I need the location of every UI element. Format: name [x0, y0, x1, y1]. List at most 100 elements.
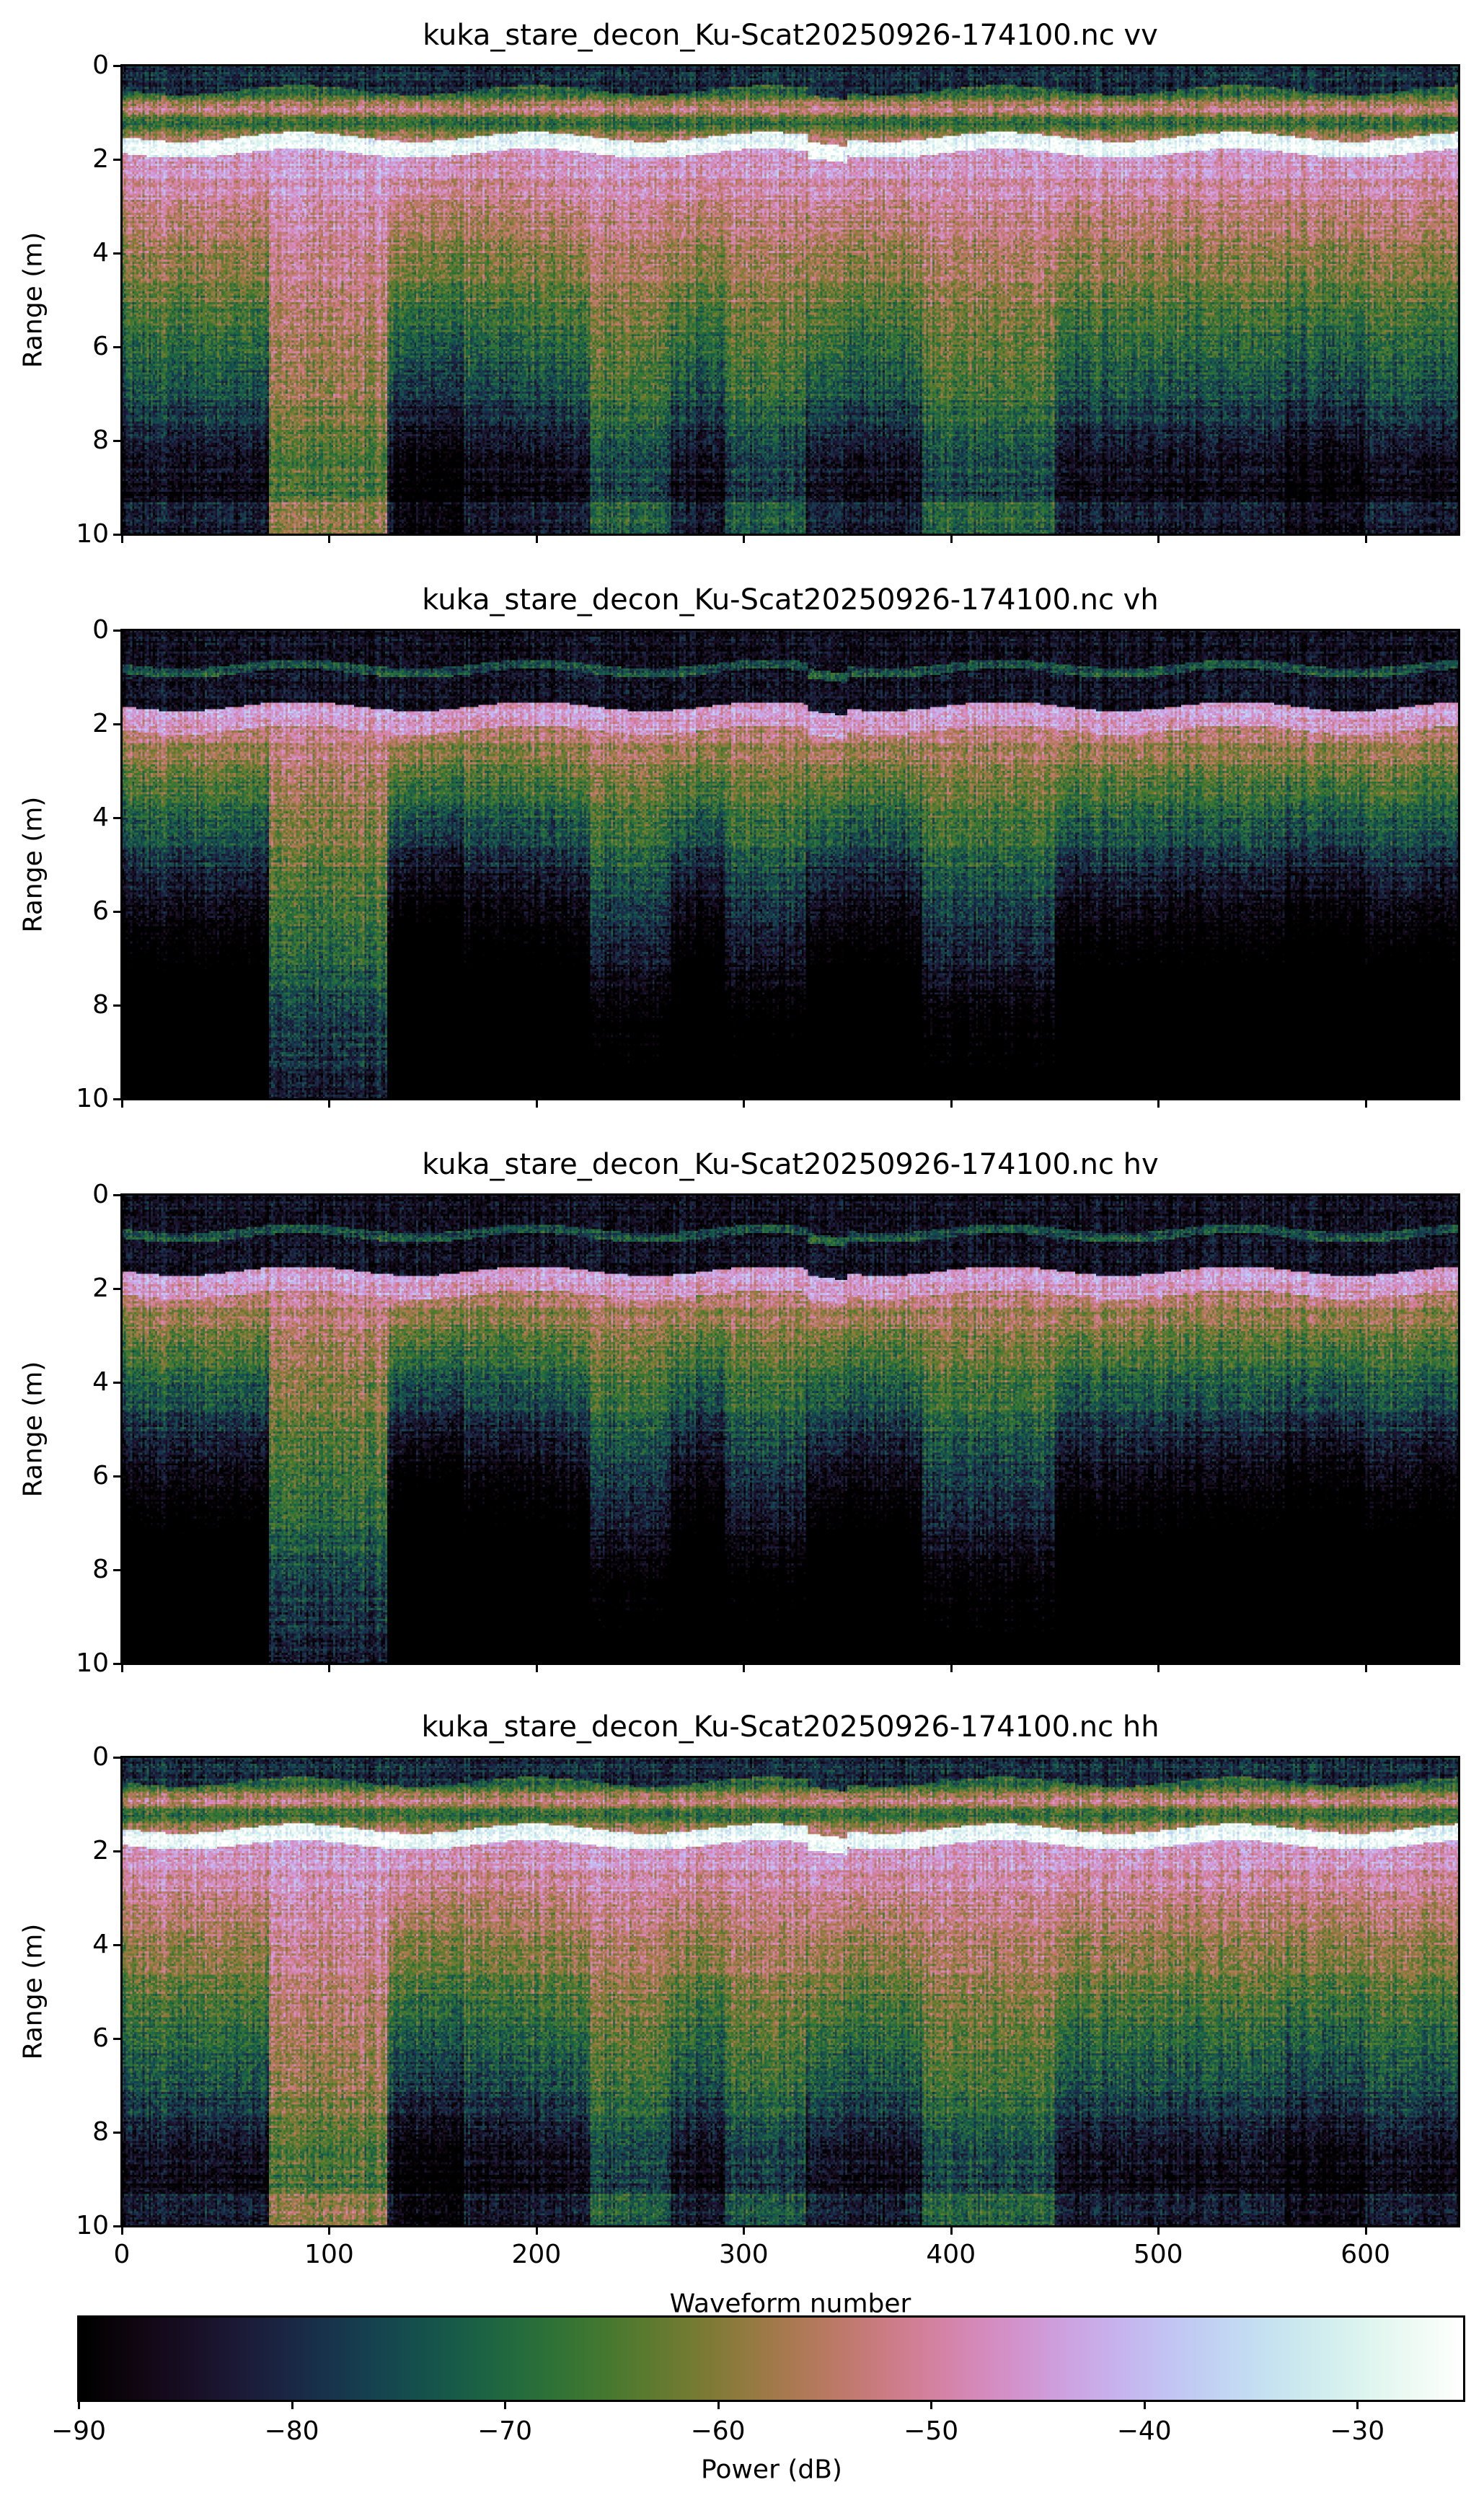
y-tick-label: 0 [92, 615, 109, 645]
x-tick [1157, 2226, 1160, 2235]
y-tick-label: 8 [92, 425, 109, 455]
y-tick-label: 10 [76, 2211, 109, 2240]
y-tick-label: 10 [76, 1648, 109, 1678]
colorbar-tick [1356, 2401, 1359, 2409]
x-axis-label: Waveform number [669, 2289, 911, 2319]
y-tick [113, 1663, 122, 1665]
y-tick [113, 1850, 122, 1852]
y-tick-label: 4 [92, 238, 109, 268]
y-tick [113, 534, 122, 536]
y-tick-label: 0 [92, 1742, 109, 1772]
y-tick [113, 1569, 122, 1571]
y-tick-label: 4 [92, 803, 109, 832]
colorbar-tick [291, 2401, 293, 2409]
y-tick-label: 10 [76, 1084, 109, 1113]
colorbar-tick [717, 2401, 720, 2409]
y-tick [113, 2132, 122, 2134]
colorbar-tick [930, 2401, 933, 2409]
x-tick [743, 1099, 746, 1108]
x-tick [950, 2226, 953, 2235]
y-tick-label: 4 [92, 1367, 109, 1397]
colorbar-tick-label: −90 [51, 2416, 106, 2446]
y-tick-label: 0 [92, 1180, 109, 1209]
x-tick [328, 1099, 331, 1108]
x-tick [743, 1664, 746, 1672]
y-tick [113, 1004, 122, 1007]
colorbar-tick-label: −40 [1116, 2416, 1172, 2446]
x-tick [535, 2226, 538, 2235]
y-tick [113, 630, 122, 632]
heatmap-image-vv [122, 66, 1459, 534]
y-tick [113, 2225, 122, 2227]
y-tick-label: 2 [92, 1836, 109, 1865]
x-tick [535, 534, 538, 543]
y-tick-label: 10 [76, 519, 109, 549]
y-tick-label: 6 [92, 1461, 109, 1490]
x-tick [328, 534, 331, 543]
x-tick [121, 2226, 123, 2235]
x-tick [1157, 534, 1160, 543]
x-tick [950, 1664, 953, 1672]
colorbar-gradient [79, 2317, 1464, 2401]
colorbar-tick-label: −60 [690, 2416, 746, 2446]
x-tick [121, 534, 123, 543]
colorbar-tick-label: −30 [1330, 2416, 1385, 2446]
y-tick-label: 2 [92, 144, 109, 174]
x-tick-label: 200 [511, 2240, 562, 2269]
heatmap-axes-hv [120, 1193, 1460, 1665]
panel-title: kuka_stare_decon_Ku-Scat20250926-174100.… [422, 583, 1159, 617]
y-tick [113, 252, 122, 255]
colorbar-label: Power (dB) [701, 2455, 842, 2485]
y-tick [113, 1382, 122, 1384]
y-axis-label: Range (m) [18, 1923, 48, 2060]
y-tick-label: 8 [92, 990, 109, 1020]
y-axis-label: Range (m) [18, 1361, 48, 1498]
y-tick [113, 1288, 122, 1290]
heatmap-axes-hh [120, 1756, 1460, 2227]
x-tick-label: 500 [1133, 2240, 1183, 2269]
x-tick [1364, 534, 1367, 543]
x-tick [950, 1099, 953, 1108]
y-tick-label: 6 [92, 896, 109, 926]
x-tick-label: 600 [1341, 2240, 1390, 2269]
y-tick [113, 1194, 122, 1196]
x-tick [743, 534, 746, 543]
x-tick [950, 534, 953, 543]
x-tick [328, 2226, 331, 2235]
panel-title: kuka_stare_decon_Ku-Scat20250926-174100.… [423, 19, 1158, 52]
x-tick [1364, 2226, 1367, 2235]
y-tick-label: 8 [92, 2117, 109, 2147]
x-tick [1157, 1664, 1160, 1672]
x-tick-label: 100 [304, 2240, 354, 2269]
x-tick [743, 2226, 746, 2235]
y-tick [113, 1944, 122, 1946]
colorbar [77, 2315, 1465, 2402]
x-tick-label: 0 [113, 2240, 131, 2269]
y-tick-label: 4 [92, 1930, 109, 1959]
y-tick-label: 6 [92, 2023, 109, 2053]
x-tick [535, 1664, 538, 1672]
y-tick [113, 1757, 122, 1759]
y-tick [113, 723, 122, 725]
y-tick [113, 65, 122, 67]
x-tick [1364, 1099, 1367, 1108]
heatmap-image-hh [122, 1757, 1459, 2226]
x-tick [1157, 1099, 1160, 1108]
y-tick [113, 346, 122, 348]
y-tick-label: 2 [92, 1273, 109, 1303]
heatmap-axes-vh [120, 629, 1460, 1100]
x-tick [121, 1664, 123, 1672]
y-tick [113, 1475, 122, 1478]
y-tick [113, 2038, 122, 2040]
y-tick [113, 911, 122, 913]
colorbar-tick-label: −50 [904, 2416, 959, 2446]
y-tick [113, 440, 122, 442]
colorbar-tick [1143, 2401, 1146, 2409]
x-tick-label: 400 [926, 2240, 976, 2269]
y-axis-label: Range (m) [18, 231, 48, 368]
x-tick [121, 1099, 123, 1108]
colorbar-tick-label: −80 [264, 2416, 319, 2446]
heatmap-image-hv [122, 1195, 1459, 1664]
y-tick [113, 1098, 122, 1100]
panel-title: kuka_stare_decon_Ku-Scat20250926-174100.… [422, 1148, 1159, 1181]
